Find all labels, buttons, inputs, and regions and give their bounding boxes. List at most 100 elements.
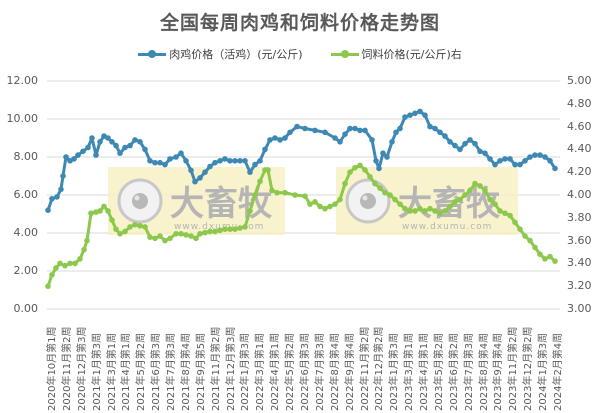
data-point[interactable] — [113, 142, 119, 149]
data-point[interactable] — [63, 154, 69, 160]
data-point[interactable] — [257, 178, 263, 185]
data-point[interactable] — [412, 208, 418, 214]
data-point[interactable] — [167, 235, 173, 242]
data-point[interactable] — [222, 156, 228, 162]
data-point[interactable] — [507, 212, 513, 219]
data-point[interactable] — [207, 163, 213, 170]
data-point[interactable] — [207, 228, 213, 235]
data-point[interactable] — [497, 208, 503, 214]
data-point[interactable] — [81, 246, 87, 253]
data-point[interactable] — [294, 123, 300, 130]
data-point[interactable] — [88, 210, 94, 217]
data-point[interactable] — [49, 272, 55, 278]
data-point[interactable] — [287, 129, 293, 136]
data-point[interactable] — [71, 156, 77, 162]
data-point[interactable] — [75, 152, 81, 158]
data-point[interactable] — [462, 192, 468, 198]
data-point[interactable] — [183, 158, 189, 164]
data-point[interactable] — [342, 131, 348, 137]
data-point[interactable] — [292, 192, 298, 198]
data-point[interactable] — [197, 175, 203, 181]
data-point[interactable] — [89, 135, 95, 141]
data-point[interactable] — [337, 196, 343, 203]
data-point[interactable] — [85, 144, 91, 151]
data-point[interactable] — [422, 112, 428, 118]
data-point[interactable] — [122, 228, 128, 235]
data-point[interactable] — [547, 158, 553, 164]
data-point[interactable] — [62, 262, 68, 269]
data-point[interactable] — [477, 183, 483, 189]
data-point[interactable] — [357, 127, 363, 134]
data-point[interactable] — [392, 196, 398, 203]
data-point[interactable] — [532, 152, 538, 158]
data-point[interactable] — [132, 221, 138, 228]
data-point[interactable] — [307, 201, 313, 207]
data-point[interactable] — [147, 234, 153, 240]
data-point[interactable] — [58, 186, 64, 193]
data-point[interactable] — [412, 110, 418, 117]
data-point[interactable] — [237, 225, 243, 231]
data-point[interactable] — [407, 208, 413, 214]
data-point[interactable] — [332, 201, 338, 207]
data-point[interactable] — [367, 173, 373, 180]
data-point[interactable] — [105, 208, 111, 214]
data-point[interactable] — [447, 139, 453, 145]
data-point[interactable] — [84, 237, 90, 244]
data-point[interactable] — [512, 161, 518, 168]
data-point[interactable] — [101, 203, 107, 210]
data-point[interactable] — [497, 158, 503, 164]
data-point[interactable] — [322, 129, 328, 136]
data-point[interactable] — [242, 224, 248, 230]
data-point[interactable] — [227, 158, 233, 164]
data-point[interactable] — [452, 199, 458, 205]
data-point[interactable] — [472, 140, 478, 147]
data-point[interactable] — [183, 232, 189, 238]
data-point[interactable] — [527, 154, 533, 160]
data-point[interactable] — [142, 146, 148, 153]
data-point[interactable] — [127, 142, 133, 149]
data-point[interactable] — [532, 244, 538, 251]
data-point[interactable] — [362, 167, 368, 173]
data-point[interactable] — [442, 133, 448, 139]
data-point[interactable] — [173, 154, 179, 160]
data-point[interactable] — [242, 158, 248, 164]
data-point[interactable] — [252, 161, 258, 168]
data-point[interactable] — [372, 180, 378, 187]
data-point[interactable] — [269, 187, 275, 194]
data-point[interactable] — [152, 235, 158, 242]
data-point[interactable] — [109, 217, 115, 223]
data-point[interactable] — [376, 165, 382, 172]
data-point[interactable] — [237, 158, 243, 164]
data-point[interactable] — [512, 219, 518, 226]
data-point[interactable] — [432, 208, 438, 214]
legend-item-chicken[interactable]: 肉鸡价格（活鸡）(元/公斤) — [138, 46, 303, 62]
data-point[interactable] — [192, 178, 198, 185]
data-point[interactable] — [517, 161, 523, 168]
data-point[interactable] — [547, 253, 553, 260]
data-point[interactable] — [212, 228, 218, 235]
data-point[interactable] — [227, 226, 233, 232]
data-point[interactable] — [109, 139, 115, 145]
data-point[interactable] — [487, 156, 493, 162]
data-point[interactable] — [522, 158, 528, 164]
data-point[interactable] — [362, 127, 368, 134]
data-point[interactable] — [54, 194, 60, 200]
data-point[interactable] — [337, 139, 343, 145]
data-point[interactable] — [472, 180, 478, 187]
data-point[interactable] — [502, 210, 508, 217]
data-point[interactable] — [302, 193, 308, 199]
data-point[interactable] — [492, 161, 498, 168]
data-point[interactable] — [317, 203, 323, 210]
data-point[interactable] — [117, 230, 123, 237]
data-point[interactable] — [57, 260, 63, 267]
data-point[interactable] — [197, 230, 203, 237]
data-point[interactable] — [342, 180, 348, 187]
data-point[interactable] — [417, 108, 423, 115]
data-point[interactable] — [137, 139, 143, 145]
data-point[interactable] — [432, 125, 438, 132]
data-point[interactable] — [152, 159, 158, 166]
data-point[interactable] — [397, 201, 403, 207]
data-point[interactable] — [347, 169, 353, 175]
data-point[interactable] — [277, 137, 283, 143]
data-point[interactable] — [312, 127, 318, 134]
